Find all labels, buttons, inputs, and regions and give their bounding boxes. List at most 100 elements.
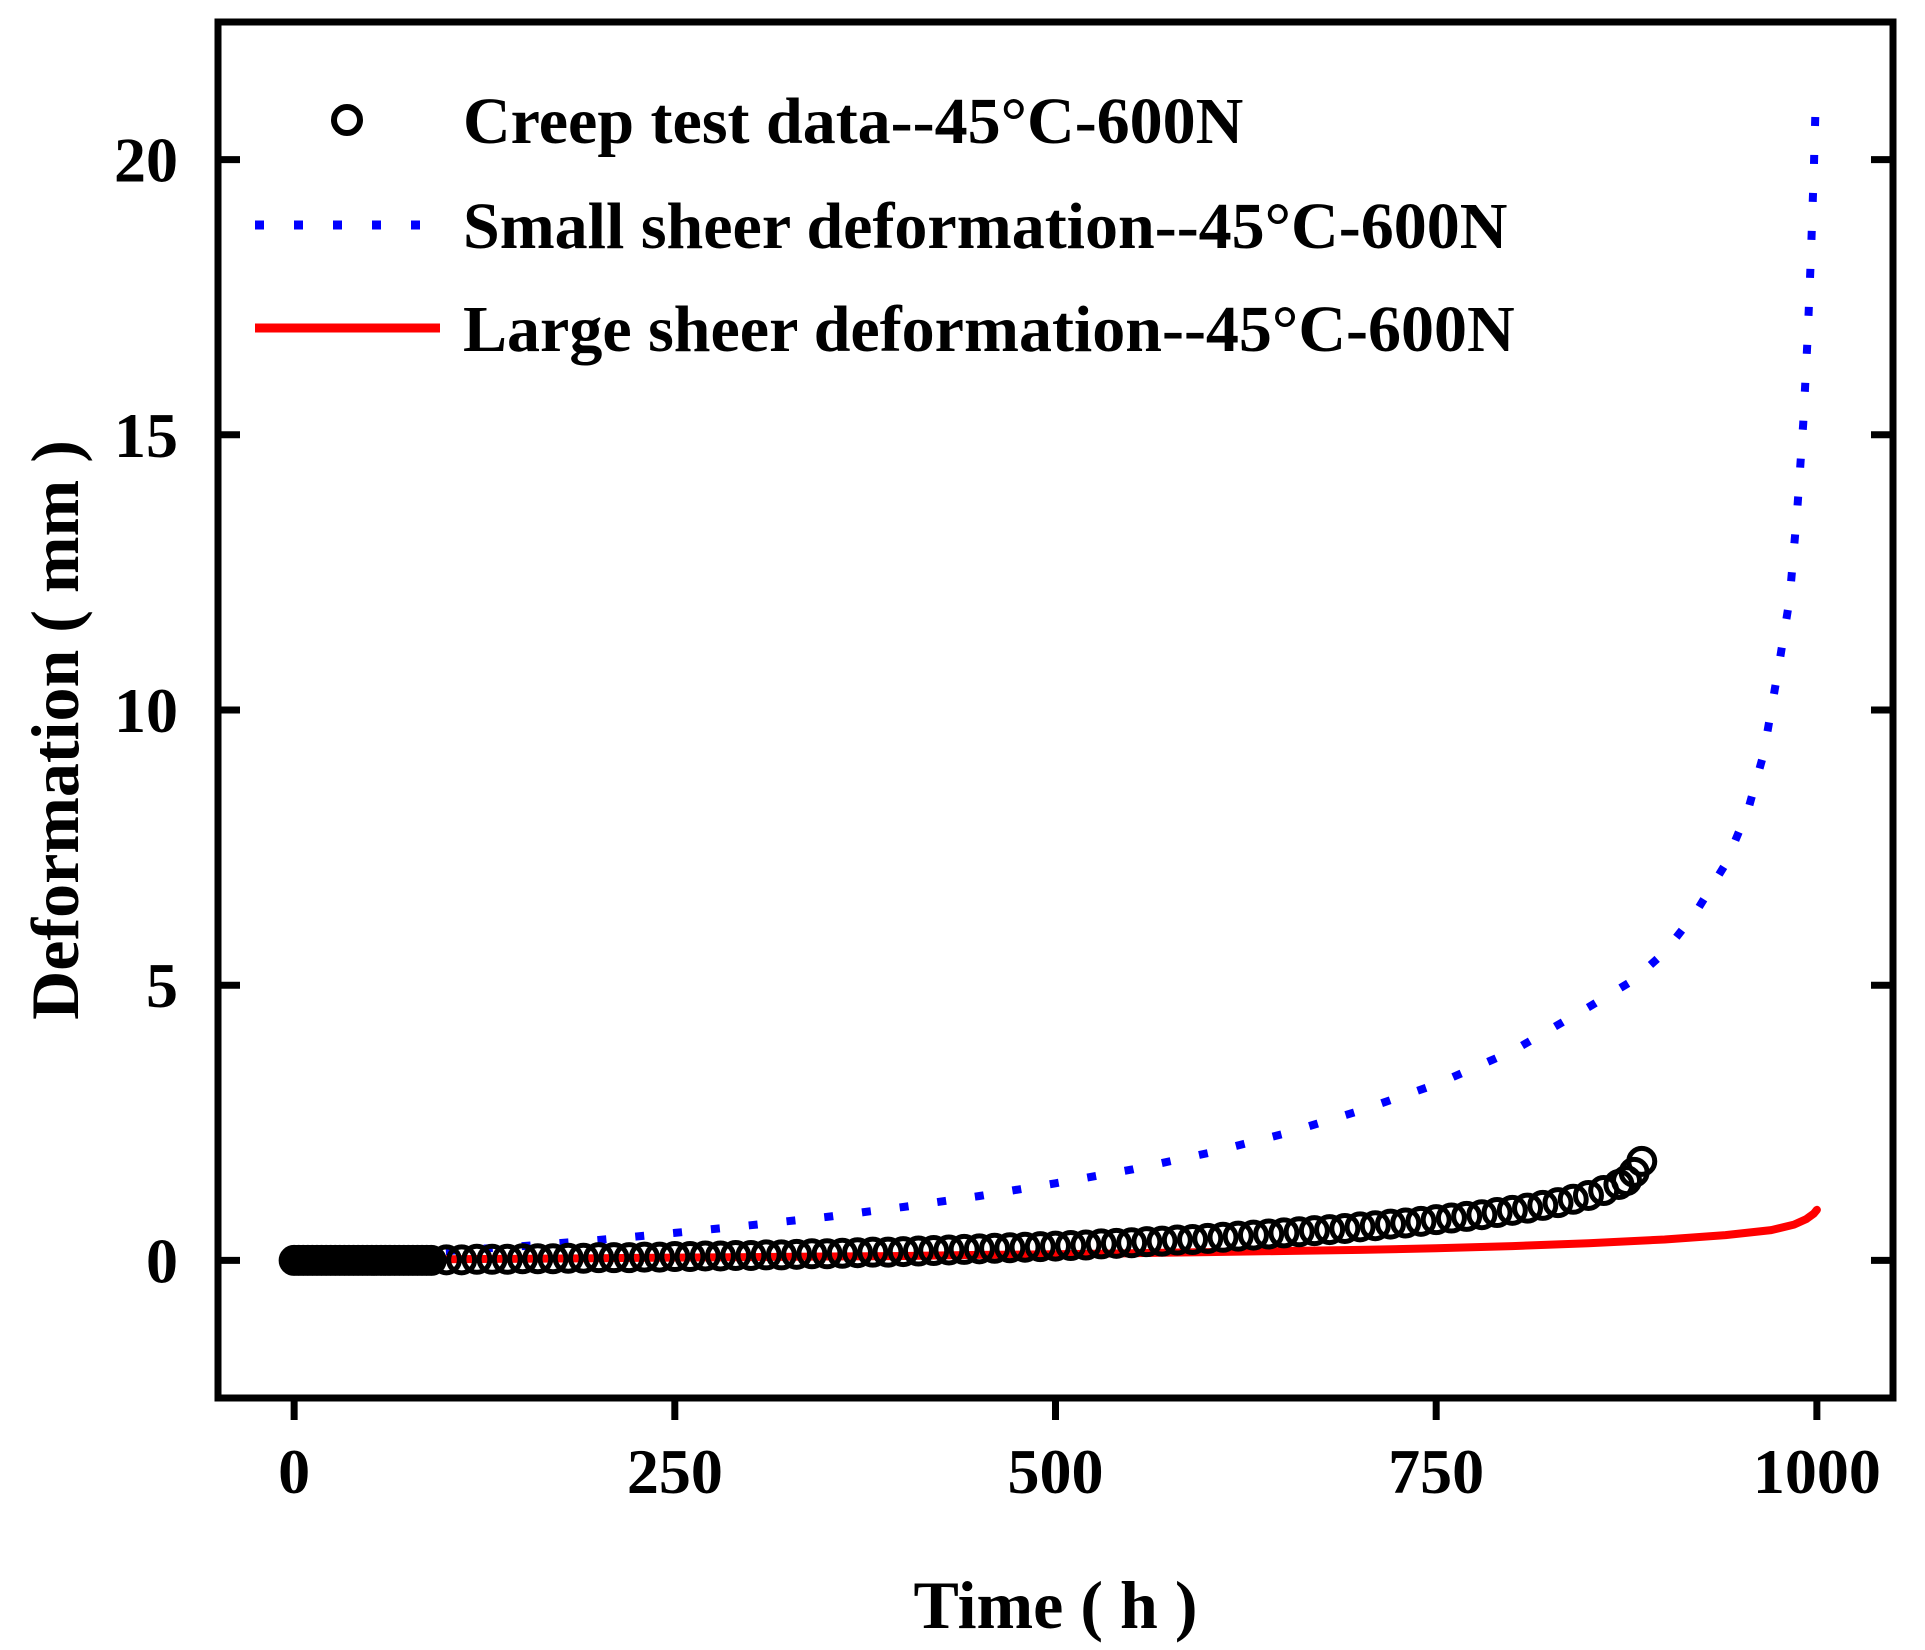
plot-area <box>278 115 1821 1276</box>
data-point <box>1405 1205 1437 1237</box>
data-point <box>1375 1208 1406 1240</box>
data-point <box>1314 1214 1346 1246</box>
data-point <box>522 1243 554 1275</box>
data-point <box>750 1239 782 1271</box>
data-point <box>1237 1219 1269 1251</box>
x-tick-label: 1000 <box>1753 1436 1881 1507</box>
data-point <box>1420 1204 1452 1236</box>
data-point <box>1024 1231 1056 1263</box>
data-point <box>1435 1202 1467 1234</box>
data-point <box>430 1244 462 1276</box>
data-point <box>1161 1224 1193 1256</box>
legend-item-1: Small sheer deformation--45°C-600N <box>255 190 1507 263</box>
data-point <box>872 1236 904 1268</box>
legend-label: Large sheer deformation--45°C-600N <box>463 293 1515 366</box>
data-point <box>1055 1230 1087 1262</box>
data-point <box>446 1244 478 1276</box>
x-tick-label: 750 <box>1388 1436 1484 1507</box>
legend-item-0: Creep test data--45°C-600N <box>331 85 1243 158</box>
data-point <box>537 1243 569 1275</box>
series-group <box>278 115 1821 1276</box>
data-point <box>735 1239 767 1271</box>
data-point <box>1542 1187 1574 1219</box>
data-point <box>644 1241 676 1273</box>
data-point <box>1329 1212 1361 1244</box>
legend-item-2: Large sheer deformation--45°C-600N <box>255 293 1515 366</box>
legend-marker <box>331 104 363 136</box>
series-1 <box>293 115 1820 1265</box>
data-point <box>902 1235 934 1267</box>
data-point <box>1451 1200 1483 1232</box>
data-point <box>689 1240 721 1272</box>
data-point <box>1253 1218 1285 1250</box>
data-point <box>1527 1189 1559 1221</box>
data-point <box>1009 1231 1041 1263</box>
data-point <box>1070 1229 1102 1261</box>
legend-label: Small sheer deformation--45°C-600N <box>463 190 1507 263</box>
data-point <box>628 1241 660 1273</box>
data-point <box>1100 1227 1132 1259</box>
data-point <box>1611 1165 1643 1197</box>
data-point <box>1359 1210 1391 1242</box>
data-point <box>781 1238 813 1270</box>
data-point <box>979 1232 1011 1264</box>
data-point <box>1116 1227 1148 1259</box>
data-point <box>659 1241 691 1273</box>
data-point <box>994 1232 1026 1264</box>
data-point <box>887 1236 919 1268</box>
data-point <box>1207 1221 1239 1253</box>
data-point <box>1626 1145 1658 1177</box>
data-point <box>1557 1183 1589 1215</box>
data-point <box>948 1233 980 1265</box>
data-point <box>1131 1226 1163 1258</box>
legend-label: Creep test data--45°C-600N <box>463 85 1243 158</box>
data-point <box>1481 1197 1513 1229</box>
data-point <box>583 1242 615 1274</box>
axis-ticks <box>218 156 1893 1420</box>
data-point <box>933 1234 965 1266</box>
data-point <box>857 1236 889 1268</box>
y-axis-title: Deformation ( mm ) <box>17 440 93 1020</box>
data-point <box>918 1234 950 1266</box>
series-0 <box>278 1145 1658 1276</box>
data-point <box>1146 1225 1178 1257</box>
data-point <box>1177 1223 1209 1255</box>
x-axis-title: Time ( h ) <box>914 1567 1198 1643</box>
data-point <box>705 1240 736 1272</box>
legend: Creep test data--45°C-600N Small sheer de… <box>255 85 1515 366</box>
data-point <box>1085 1228 1117 1260</box>
data-point <box>415 1244 447 1276</box>
data-point <box>811 1238 843 1270</box>
data-point <box>613 1242 645 1274</box>
data-point <box>1283 1216 1315 1248</box>
data-point <box>567 1242 599 1274</box>
y-tick-label: 5 <box>146 950 178 1021</box>
data-point <box>720 1239 752 1271</box>
data-point <box>842 1237 874 1269</box>
data-point <box>507 1243 539 1275</box>
data-point <box>1572 1179 1604 1211</box>
data-point <box>598 1242 630 1274</box>
y-tick-label: 15 <box>114 400 178 471</box>
x-tick-label: 500 <box>1008 1436 1104 1507</box>
data-point <box>1222 1220 1254 1252</box>
data-point <box>1512 1192 1544 1224</box>
data-point <box>796 1238 828 1270</box>
data-point <box>674 1241 706 1273</box>
data-point <box>963 1233 995 1265</box>
series-line <box>293 115 1820 1265</box>
y-tick-label: 0 <box>146 1225 178 1296</box>
y-tick-label: 20 <box>114 125 178 196</box>
data-point <box>1466 1199 1498 1231</box>
data-point <box>1192 1222 1224 1254</box>
data-point <box>826 1237 858 1269</box>
y-tick-label: 10 <box>114 675 178 746</box>
data-point <box>1268 1217 1300 1249</box>
data-point <box>491 1243 523 1275</box>
data-point <box>476 1243 508 1275</box>
x-tick-label: 0 <box>278 1436 310 1507</box>
tick-labels: 0 250 500 750 1000 0 5 10 15 20 <box>114 125 1881 1507</box>
data-point <box>1344 1211 1376 1243</box>
data-point <box>1496 1194 1528 1226</box>
